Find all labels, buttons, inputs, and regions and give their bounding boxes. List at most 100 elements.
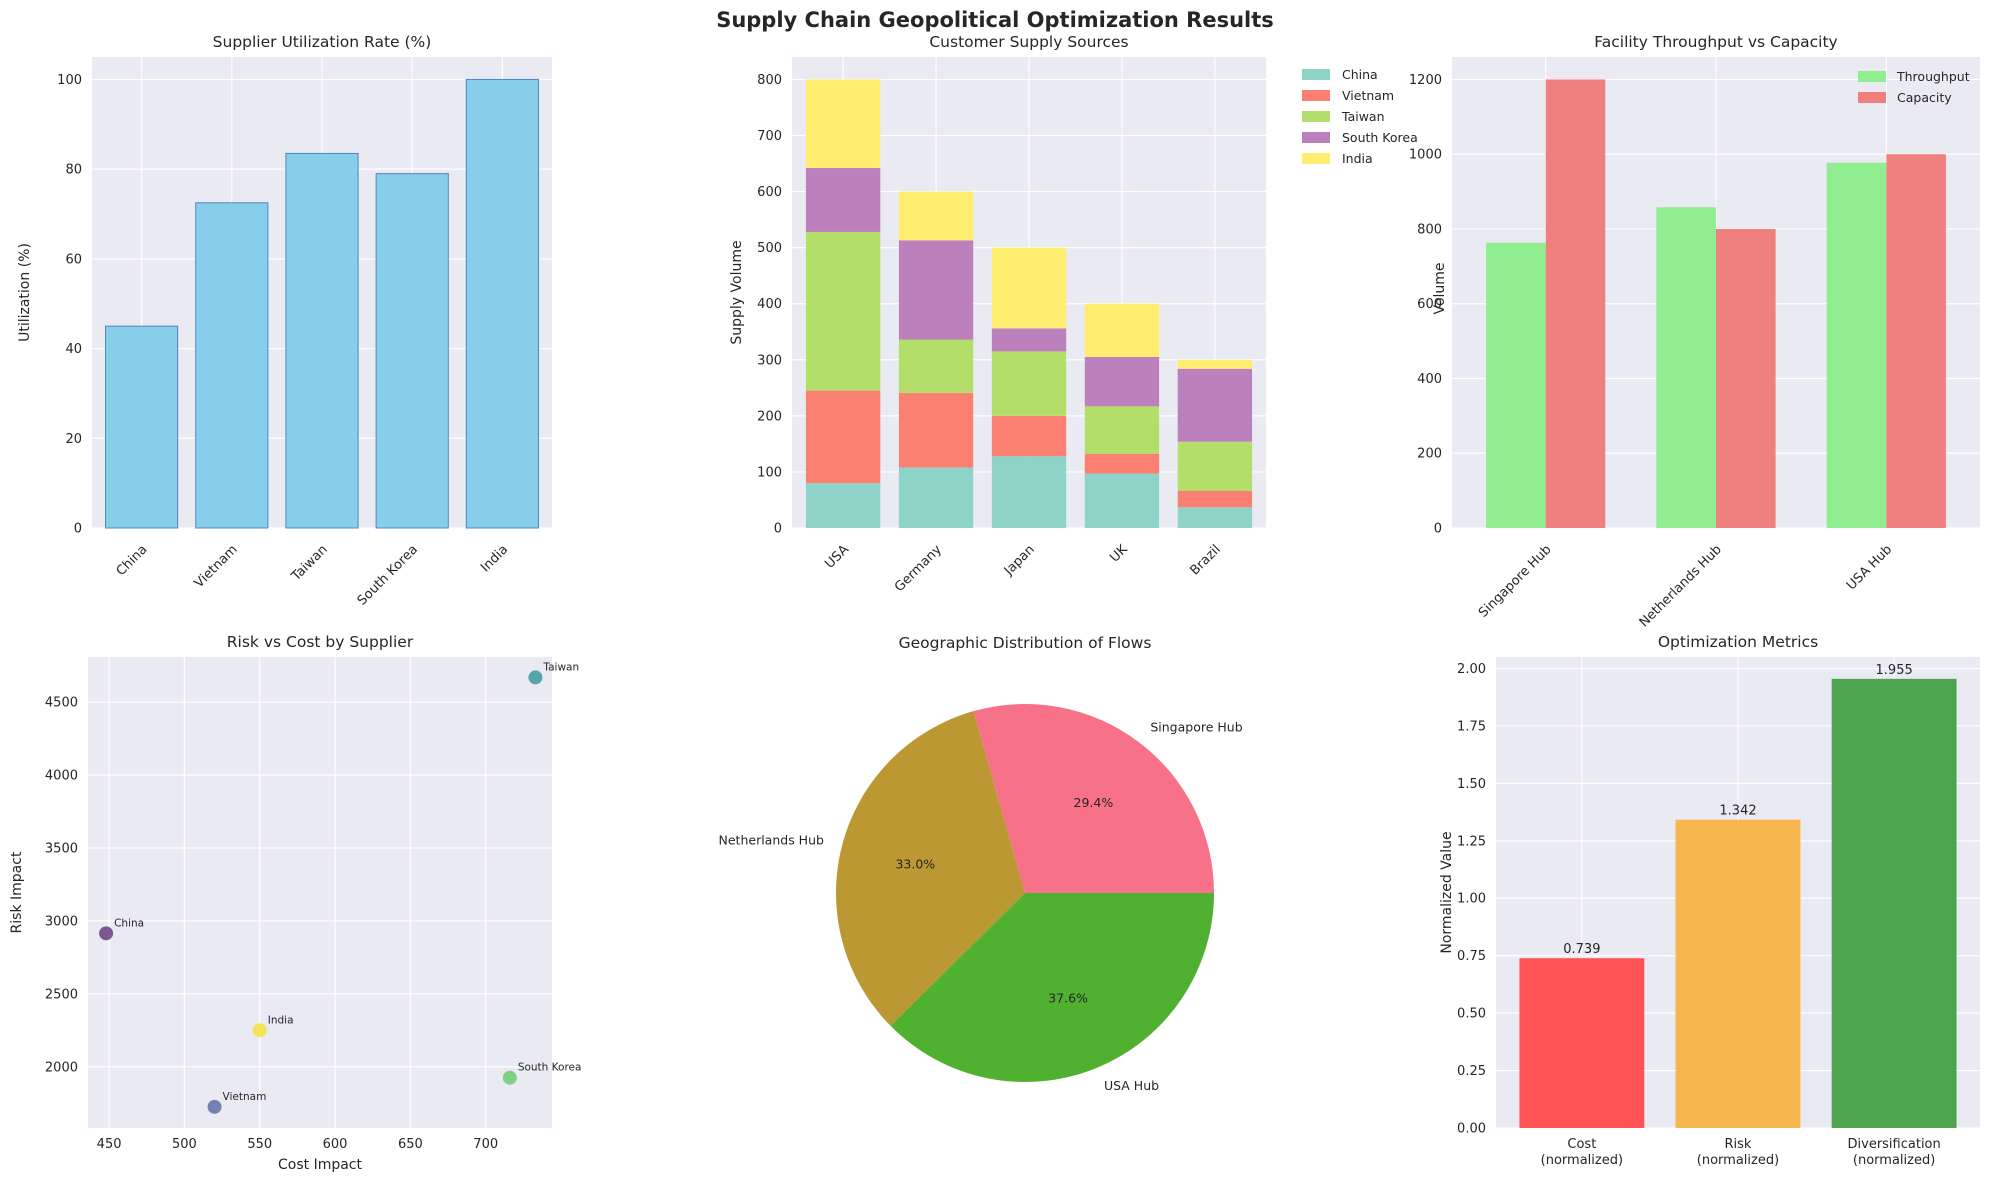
y-tick-label: 300 (757, 353, 782, 368)
legend-swatch (1858, 71, 1886, 82)
bar-segment-uk-taiwan (1084, 406, 1160, 454)
x-tick-label: Netherlands Hub (1637, 542, 1725, 630)
pie-slice-usa-hub (890, 893, 1214, 1082)
x-axis-label: Cost Impact (278, 1157, 363, 1173)
legend-swatch (1302, 132, 1330, 143)
x-tick-label: Cost (1567, 1137, 1596, 1152)
chart-title: Optimization Metrics (1658, 633, 1818, 651)
y-tick-label: 1.75 (1457, 719, 1486, 734)
legend-swatch (1302, 90, 1330, 101)
y-tick-label: 700 (757, 129, 782, 144)
panel-risk_cost: 2000 2500 3000 3500 4000 4500 450 500 550 600 650 7… (9, 633, 581, 1173)
panel-supply: 0 100 200 300 400 500 600 700 800 USA Germany Japan… (729, 33, 1418, 595)
x-tick-label: (normalized) (1697, 1153, 1779, 1168)
bar-throughput-netherlands-hub (1656, 207, 1716, 528)
figure-title: Supply Chain Geopolitical Optimization R… (716, 8, 1274, 32)
bar-segment-usa-india (805, 79, 881, 169)
bar-value-label: 1.342 (1719, 804, 1756, 819)
bar-segment-brazil-india (1177, 359, 1253, 369)
y-tick-label: 0 (774, 522, 782, 537)
bar-china (105, 325, 179, 529)
panel-facility: 0 200 400 600 800 1000 1200 Singapore Hub Nether… (1409, 33, 1980, 630)
pie-percent-label: 37.6% (1048, 990, 1088, 1005)
y-tick-label: 800 (1417, 222, 1442, 237)
y-axis-label: Risk Impact (9, 851, 25, 933)
point-vietnam (207, 1099, 222, 1114)
bar-segment-uk-south-korea (1084, 356, 1160, 407)
panel-metrics: 0.00 0.25 0.50 0.75 1.00 1.25 1.50 1.75 2.00 0.73… (1439, 633, 1980, 1168)
y-tick-label: 0.25 (1457, 1064, 1486, 1079)
x-tick-label: USA Hub (1844, 542, 1895, 593)
bar-segment-uk-china (1084, 473, 1160, 528)
panel-geo: 29.4% Singapore Hub 33.0% Netherlands Hub 37… (719, 634, 1243, 1093)
legend-label: Throughput (1896, 69, 1970, 84)
y-tick-label: 1.50 (1457, 777, 1486, 792)
y-axis-label: Normalized Value (1439, 831, 1455, 953)
legend-label: Vietnam (1342, 88, 1394, 103)
y-tick-label: 600 (757, 185, 782, 200)
y-tick-label: 0.50 (1457, 1007, 1486, 1022)
bar-segment-japan-vietnam (991, 415, 1067, 457)
y-tick-label: 200 (1417, 447, 1442, 462)
plot-area (88, 657, 552, 1128)
y-tick-label: 0 (1434, 522, 1442, 537)
legend-label: South Korea (1342, 130, 1418, 145)
bar-throughput-usa-hub (1826, 162, 1887, 529)
point-taiwan (528, 670, 543, 685)
pie-slice-netherlands-hub (835, 711, 1025, 1026)
y-tick-label: 1200 (1409, 73, 1442, 88)
bar-value-label: 0.739 (1563, 942, 1600, 957)
point-south-korea (502, 1070, 517, 1085)
x-tick-label: (normalized) (1853, 1153, 1935, 1168)
x-tick-label: South Korea (355, 542, 421, 608)
x-tick-label: 650 (398, 1137, 423, 1152)
bar-segment-germany-taiwan (898, 339, 974, 393)
y-tick-label: 3500 (45, 842, 78, 857)
x-tick-label: 500 (172, 1137, 197, 1152)
y-tick-label: 2.00 (1457, 662, 1486, 677)
x-tick-label: (normalized) (1541, 1153, 1623, 1168)
y-tick-label: 1.25 (1457, 834, 1486, 849)
legend-label: Capacity (1897, 90, 1952, 105)
point-label: South Korea (518, 1062, 582, 1074)
legend-swatch (1302, 153, 1330, 164)
bar-segment-germany-vietnam (898, 392, 974, 468)
bar-segment-japan-china (991, 456, 1067, 528)
bar-vietnam (195, 202, 269, 529)
bar-capacity-usa-hub (1886, 154, 1946, 528)
x-tick-label: Singapore Hub (1476, 542, 1554, 620)
legend-label: India (1342, 151, 1373, 166)
pie-category-label: Netherlands Hub (719, 833, 824, 848)
bar-segment-brazil-taiwan (1177, 441, 1253, 491)
bar-segment-brazil-south-korea (1177, 368, 1253, 442)
y-tick-label: 40 (65, 342, 82, 357)
pie-percent-label: 29.4% (1074, 795, 1114, 810)
y-tick-label: 500 (757, 241, 782, 256)
bar-segment-brazil-vietnam (1177, 490, 1253, 508)
point-label: China (114, 917, 144, 929)
bar-segment-japan-south-korea (991, 328, 1067, 352)
legend-swatch (1302, 69, 1330, 80)
bar-south-korea (375, 173, 449, 529)
point-china (99, 926, 114, 941)
y-tick-label: 20 (65, 432, 82, 447)
x-tick-label: Taiwan (288, 542, 331, 585)
bar-throughput-singapore-hub (1486, 242, 1546, 529)
panel-utilization: 0 20 40 60 80 100 China Vietnam Taiwan South Kore… (17, 33, 552, 609)
pie-slice-singapore-hub (973, 704, 1214, 893)
y-tick-label: 3000 (45, 914, 78, 929)
bar-segment-brazil-china (1177, 507, 1253, 528)
x-tick-label: 600 (323, 1137, 348, 1152)
bar-value-label: 1.955 (1876, 663, 1913, 678)
x-tick-label: USA (822, 542, 852, 572)
x-tick-label: Japan (1001, 542, 1038, 579)
x-tick-label: 700 (473, 1137, 498, 1152)
y-tick-label: 1.00 (1457, 892, 1486, 907)
legend: Throughput Capacity (1858, 69, 1970, 105)
bar-segment-germany-india (898, 191, 974, 241)
x-tick-label: Risk (1725, 1137, 1752, 1152)
y-axis-label: Supply Volume (729, 240, 745, 344)
y-tick-label: 60 (65, 252, 82, 267)
